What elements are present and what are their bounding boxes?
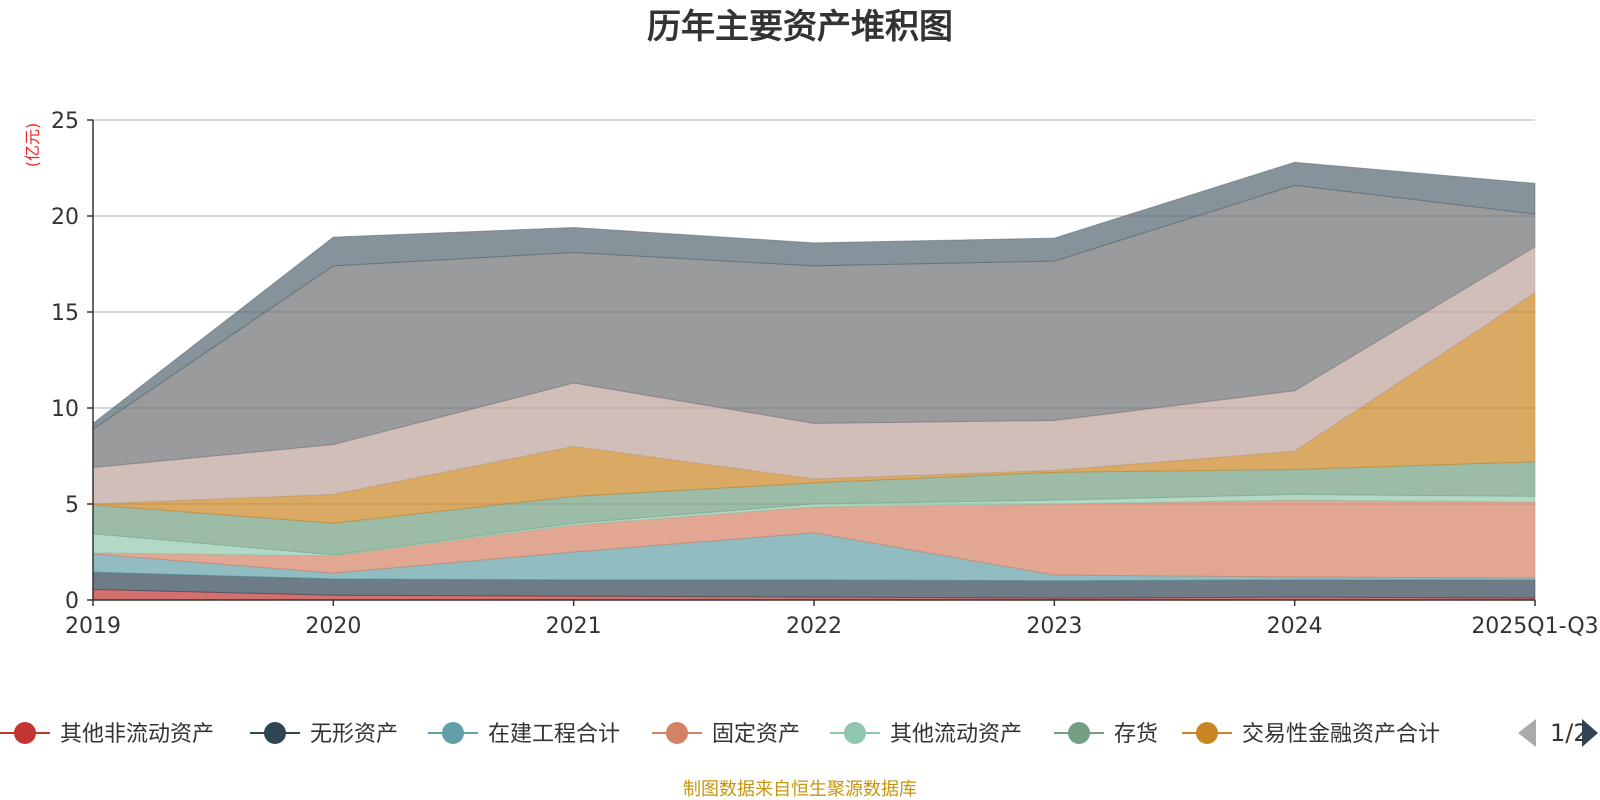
x-tick-label-5: 2023 xyxy=(1026,614,1082,639)
y-tick-label-15: 15 xyxy=(51,301,79,326)
legend-pager: 1/2 xyxy=(1518,719,1598,747)
y-tick-label-5: 5 xyxy=(65,493,79,518)
legend-marker-5 xyxy=(844,722,866,744)
legend-marker-2 xyxy=(264,722,286,744)
legend-item-2[interactable]: 无形资产 xyxy=(250,722,398,747)
legend-marker-1 xyxy=(14,722,36,744)
x-tick-label-6: 2024 xyxy=(1267,614,1323,639)
legend-label-3: 在建工程合计 xyxy=(488,722,620,747)
area-10 xyxy=(92,161,1536,431)
x-tick-label-3: 2021 xyxy=(546,614,602,639)
y-tick-label-0: 0 xyxy=(65,589,79,614)
legend-next-page-icon[interactable] xyxy=(1582,719,1598,747)
legend-label-7: 交易性金融资产合计 xyxy=(1242,722,1440,747)
legend-item-3[interactable]: 在建工程合计 xyxy=(428,722,620,747)
y-tick-label-10: 10 xyxy=(51,397,79,422)
chart-title: 历年主要资产堆积图 xyxy=(647,7,953,47)
axes: 0 5 10 15 20 25 2019 2020 2021 2022 2023 2024 2025Q1… xyxy=(51,109,1599,639)
legend-label-1: 其他非流动资产 xyxy=(60,722,214,747)
y-axis-unit-label: (亿元) xyxy=(23,123,42,168)
legend-label-2: 无形资产 xyxy=(310,722,398,747)
area-series xyxy=(92,161,1536,601)
data-source-note: 制图数据来自恒生聚源数据库 xyxy=(683,779,917,800)
legend-item-4[interactable]: 固定资产 xyxy=(652,722,800,747)
legend-marker-4 xyxy=(666,722,688,744)
legend-marker-6 xyxy=(1068,722,1090,744)
x-tick-label-7: 2025Q1-Q3 xyxy=(1471,614,1598,639)
legend-marker-3 xyxy=(442,722,464,744)
legend-prev-page-icon[interactable] xyxy=(1518,719,1536,747)
legend-item-7[interactable]: 交易性金融资产合计 xyxy=(1182,722,1440,747)
x-tick-label-1: 2019 xyxy=(65,614,121,639)
legend-label-5: 其他流动资产 xyxy=(890,722,1022,747)
legend: 其他非流动资产 无形资产 在建工程合计 固定资产 其他流动资产 存货 交易性金融资产合计 xyxy=(0,722,1440,747)
legend-marker-7 xyxy=(1196,722,1218,744)
y-tick-label-20: 20 xyxy=(51,205,79,230)
legend-item-5[interactable]: 其他流动资产 xyxy=(830,722,1022,747)
legend-item-1[interactable]: 其他非流动资产 xyxy=(0,722,214,747)
x-tick-label-2: 2020 xyxy=(305,614,361,639)
y-tick-label-25: 25 xyxy=(51,109,79,134)
legend-label-6: 存货 xyxy=(1114,722,1158,747)
legend-label-4: 固定资产 xyxy=(712,722,800,747)
x-tick-label-4: 2022 xyxy=(786,614,842,639)
legend-item-6[interactable]: 存货 xyxy=(1054,722,1158,747)
